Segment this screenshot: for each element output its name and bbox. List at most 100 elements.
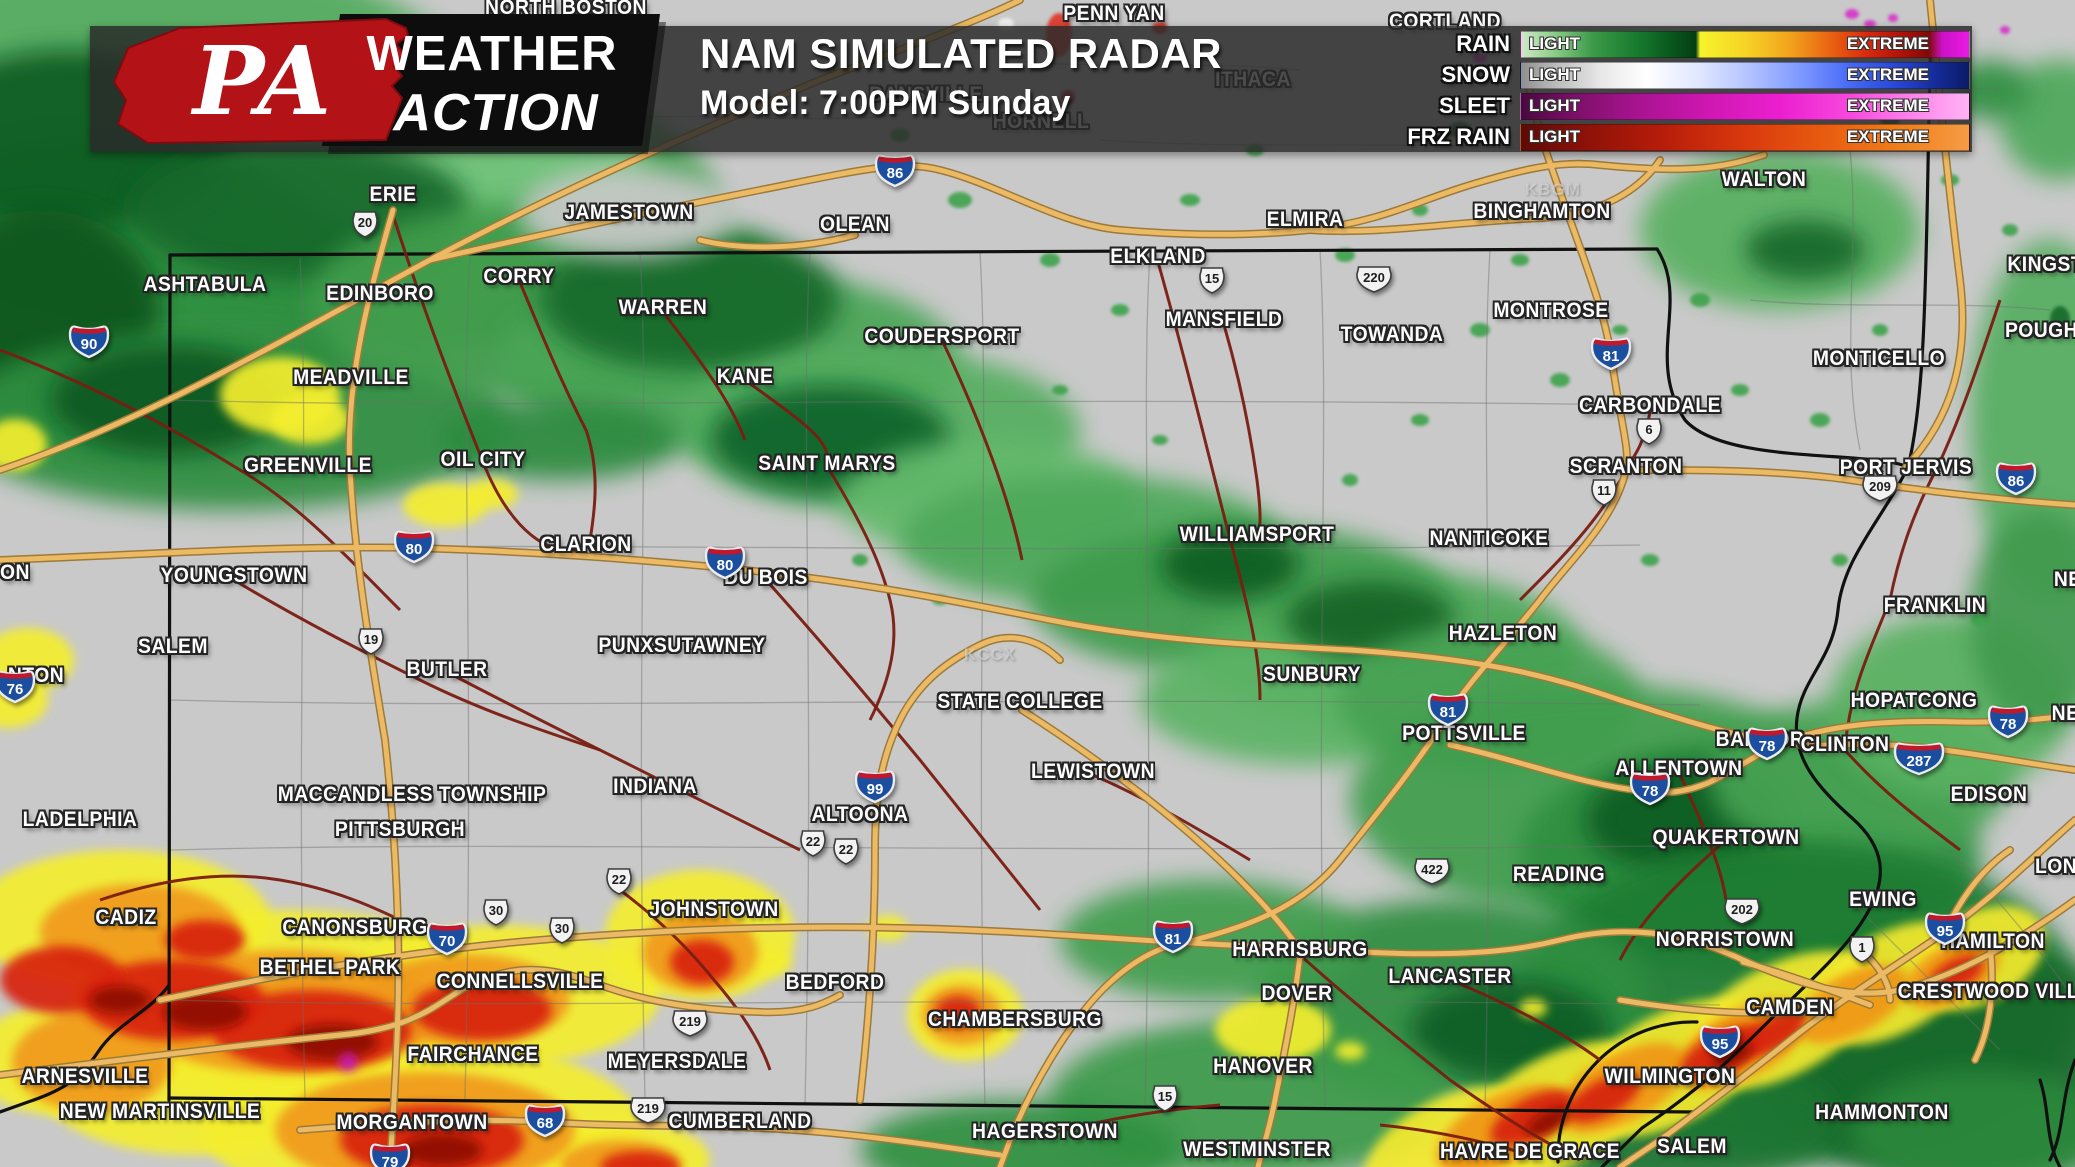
svg-text:30: 30 [555,921,569,936]
city-label: PITTSBURGH [334,818,466,841]
city-label: WILMINGTON [1604,1065,1736,1088]
radar-blob [402,1134,482,1166]
interstate-shield-90: 90 [67,322,111,364]
radar-speck [1342,474,1358,486]
radar-speck [1550,373,1570,387]
city-label: MORGANTOWN [336,1111,488,1134]
svg-text:99: 99 [867,781,884,798]
city-label: EWING [1849,888,1917,911]
interstate-shield-68: 68 [523,1101,567,1143]
radar-speck [1641,554,1659,566]
svg-text:22: 22 [612,872,626,887]
svg-text:19: 19 [364,632,378,647]
radar-speck [1832,554,1848,566]
city-label: LADELPHIA [22,808,138,831]
interstate-shield-79: 79 [368,1140,412,1167]
city-label: HAZLETON [1448,622,1558,645]
radar-blob [540,230,840,370]
city-label: ARNESVILLE [21,1065,149,1088]
city-label: CLINTON [1800,733,1890,756]
svg-text:11: 11 [1597,483,1611,498]
city-label: CAMDEN [1746,996,1834,1019]
legend-min-sleet: LIGHT [1529,96,1580,115]
city-label: INDIANA [613,775,697,798]
interstate-shield-81: 81 [1589,334,1633,376]
svg-text:70: 70 [439,933,456,950]
city-label: MONTICELLO [1812,347,1946,370]
legend-gradient-frzrain: LIGHT EXTREME [1520,124,1970,151]
radar-speck [1152,435,1168,445]
radar-speck [1511,254,1529,266]
legend-label-snow: SNOW [1441,62,1510,87]
city-label: NANTICOKE [1429,527,1549,550]
city-label: KINGSTON [2007,253,2075,276]
us-route-shield-202: 202 [1720,895,1764,931]
city-label: CANONSBURG [282,916,428,939]
page-title: NAM SIMULATED RADAR [700,30,1223,77]
radar-speck [1040,253,1060,267]
city-label: ON [0,561,30,584]
city-label: LEWISTOWN [1031,760,1155,783]
city-label: CLARION [540,533,632,556]
city-label: ELMIRA [1266,208,1344,231]
precip-legend: RAIN LIGHT EXTREME SNOW LIGHT EXTREME SL… [1380,31,1970,155]
radar-speck [1731,384,1749,396]
legend-label-frzrain: FRZ RAIN [1407,124,1510,149]
us-route-shield-20: 20 [348,208,382,244]
radar-speck [1888,14,1898,22]
us-route-shield-22: 22 [796,827,830,863]
legend-row-frzrain: FRZ RAIN LIGHT EXTREME [1380,124,1970,155]
radar-blob [1490,1090,1574,1146]
city-label: ALLENTOWN [1615,757,1743,780]
city-label: NEWTON [2053,568,2075,591]
legend-max-frzrain: EXTREME [1846,127,1929,146]
city-label: CUMBERLAND [668,1110,812,1133]
svg-text:202: 202 [1731,902,1753,917]
svg-text:86: 86 [887,165,904,182]
interstate-shield-76: 76 [0,667,37,709]
legend-min-rain: LIGHT [1529,34,1580,53]
us-route-shield-219: 219 [626,1094,670,1130]
legend-label-rain: RAIN [1456,31,1510,56]
radar-blob [440,400,680,480]
svg-text:22: 22 [839,842,853,857]
city-label: HANOVER [1213,1055,1313,1078]
us-route-shield-15: 15 [1195,264,1229,300]
city-label: OIL CITY [440,448,526,471]
legend-label-sleet: SLEET [1439,93,1510,118]
radar-blob [600,1151,680,1167]
city-label: COUDERSPORT [864,325,1020,348]
radar-speck [1690,293,1710,307]
radar-speck [2050,306,2070,334]
us-route-shield-422: 422 [1410,855,1454,891]
city-label: NEWARK [2051,702,2075,725]
city-label: WALTON [1721,168,1807,191]
city-label: MACCANDLESS TOWNSHIP [277,783,547,806]
city-label: QUAKERTOWN [1652,826,1800,849]
svg-text:219: 219 [637,1101,659,1116]
radar-speck [1052,385,1068,395]
city-label: JAMESTOWN [564,201,694,224]
radar-blob [1745,220,1865,280]
city-label: HAMILTON [1941,930,2045,953]
city-label: CRESTWOOD VILLAGE [1897,980,2075,1003]
legend-max-sleet: EXTREME [1846,96,1929,115]
svg-text:81: 81 [1440,704,1457,721]
svg-text:209: 209 [1869,479,1891,494]
svg-text:81: 81 [1603,348,1620,365]
us-route-shield-11: 11 [1587,476,1621,512]
us-route-shield-22: 22 [829,835,863,871]
city-label: FRANKLIN [1883,594,1987,617]
interstate-shield-80: 80 [703,543,747,585]
logo-weather-text: WEATHER [366,27,617,81]
city-label: HAVRE DE GRACE [1440,1140,1620,1163]
city-label: GREENVILLE [243,454,373,477]
svg-text:422: 422 [1421,862,1443,877]
svg-text:95: 95 [1937,923,1954,940]
legend-row-snow: SNOW LIGHT EXTREME [1380,62,1970,93]
radar-blob [1795,964,1909,1044]
radar-blob [270,396,350,444]
svg-text:78: 78 [2000,716,2017,733]
svg-text:68: 68 [537,1115,554,1132]
